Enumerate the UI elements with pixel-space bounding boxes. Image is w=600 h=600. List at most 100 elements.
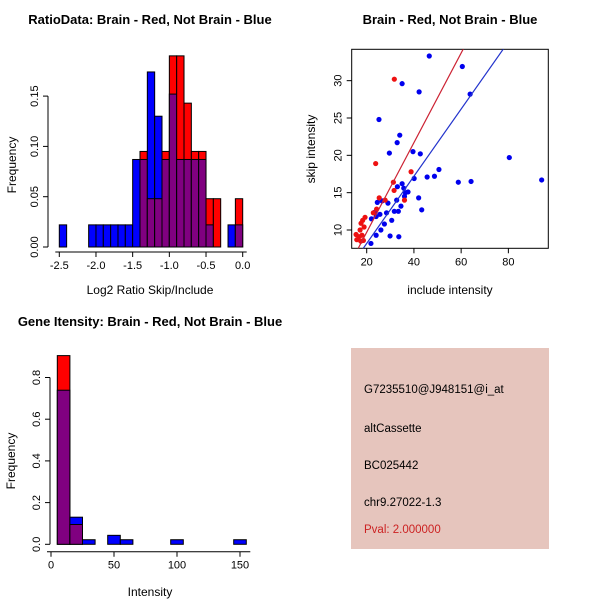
- scatter-point-notbrain: [405, 189, 411, 195]
- histogram-bar-overlap: [161, 158, 170, 248]
- histogram-bar-overlap: [190, 158, 200, 248]
- histogram-bar: [227, 224, 236, 248]
- scatter-point-notbrain: [455, 179, 461, 185]
- scatter-point-notbrain: [416, 89, 422, 95]
- x-tick-label: -1.0: [160, 260, 179, 272]
- scatter-point-notbrain: [506, 154, 512, 161]
- ratio-hist-title: RatioData: Brain - Red, Not Brain - Blue: [28, 12, 272, 27]
- y-tick-label: 30: [333, 75, 345, 87]
- x-tick-label: 60: [455, 256, 467, 268]
- histogram-bar-overlap: [69, 523, 84, 545]
- scatter-point-notbrain: [373, 232, 379, 238]
- histogram-bar: [110, 224, 119, 248]
- histogram-bar-overlap: [139, 158, 148, 248]
- panel-gene-info: G7235510@J948151@i_at altCassette BC0254…: [300, 300, 600, 600]
- scatter-point-notbrain: [377, 211, 383, 217]
- scatter-point-notbrain: [394, 184, 400, 190]
- scatter-point-notbrain: [399, 81, 405, 87]
- x-tick-label: -1.5: [123, 260, 142, 272]
- scatter-point-notbrain: [395, 208, 401, 214]
- histogram-bar-overlap: [56, 389, 71, 545]
- histogram-bar: [88, 224, 97, 248]
- notbrain-fit-line: [362, 49, 504, 249]
- scatter-point-notbrain: [381, 221, 388, 227]
- scatter-point-brain: [358, 220, 364, 226]
- info-accession: BC025442: [364, 460, 419, 472]
- histogram-bar-overlap: [234, 224, 244, 248]
- scatter-point-brain: [370, 210, 376, 216]
- scatter-point-brain: [391, 76, 397, 82]
- scatter-point-notbrain: [468, 178, 474, 185]
- info-probe-id: G7235510@J948151@i_at: [364, 384, 504, 396]
- x-tick-label: -0.5: [197, 260, 216, 272]
- x-tick-label: 150: [231, 560, 249, 572]
- intensity-scatter-plot: 20 40 60 80 10 15 20 25 30: [333, 48, 549, 268]
- scatter-point-brain: [376, 195, 382, 201]
- ratio-hist-ylabel: Frequency: [5, 136, 19, 194]
- histogram-bar-overlap: [176, 158, 185, 248]
- histogram-bar: [124, 224, 134, 248]
- scatter-point-notbrain: [416, 195, 422, 201]
- scatter-point-notbrain: [389, 217, 395, 223]
- x-tick-label: 0.0: [235, 260, 250, 272]
- scatter-point-notbrain: [387, 233, 393, 239]
- y-tick-label: 0.10: [29, 136, 41, 157]
- y-tick-label: 0.15: [29, 85, 41, 106]
- histogram-bar: [95, 224, 104, 248]
- histogram-bar: [132, 158, 141, 248]
- scatter-point-brain: [361, 224, 367, 230]
- histogram-bar-overlap: [154, 198, 163, 248]
- scatter-point-brain: [401, 197, 408, 203]
- histogram-bar-overlap: [205, 224, 214, 248]
- scatter-point-brain: [391, 187, 397, 194]
- scatter-point-notbrain: [426, 53, 432, 59]
- histogram-bar: [82, 539, 96, 545]
- scatter-point-notbrain: [386, 150, 392, 156]
- histogram-bar: [170, 539, 184, 545]
- histogram-bar: [119, 539, 134, 545]
- brain-fit-line: [357, 49, 464, 249]
- y-tick-label: 15: [333, 187, 345, 199]
- histogram-bar-overlap: [183, 158, 192, 248]
- scatter-point-brain: [354, 237, 360, 243]
- y-tick-label: 10: [333, 224, 345, 236]
- scatter-point-notbrain: [391, 208, 397, 214]
- ratio-hist-xlabel: Log2 Ratio Skip/Include: [86, 283, 214, 297]
- x-tick-label: 20: [361, 256, 373, 268]
- scatter-point-notbrain: [417, 151, 423, 157]
- panel-gene-histogram: Gene Itensity: Brain - Red, Not Brain - …: [0, 300, 300, 600]
- scatter-point-brain: [359, 232, 365, 238]
- scatter-point-notbrain: [401, 193, 408, 199]
- scatter-point-notbrain: [399, 181, 405, 187]
- y-tick-label: 0.8: [31, 370, 43, 385]
- x-tick-label: 40: [408, 256, 420, 268]
- histogram-bar: [233, 539, 247, 545]
- scatter-point-notbrain: [431, 173, 438, 179]
- scatter-point-notbrain: [376, 116, 382, 123]
- gene-hist-xlabel: Intensity: [127, 585, 173, 599]
- histogram-bar: [107, 534, 121, 545]
- y-tick-label: 25: [333, 112, 345, 124]
- histogram-bar-overlap: [146, 198, 156, 248]
- scatter-xlabel: include intensity: [407, 283, 493, 297]
- x-tick-label: 50: [108, 560, 120, 572]
- scatter-ylabel: skip intensity: [304, 114, 318, 184]
- scatter-point-notbrain: [410, 148, 416, 155]
- histogram-bar: [212, 198, 222, 248]
- info-event-type: altCassette: [364, 423, 422, 435]
- histogram-bar: [58, 224, 68, 248]
- panel-intensity-scatter: Brain - Red, Not Brain - Blue 20 40 60 80 10…: [300, 0, 600, 300]
- info-locus: chr9.27022-1.3: [364, 497, 442, 509]
- scatter-point-brain: [373, 160, 379, 167]
- y-tick-label: 0.4: [31, 453, 43, 468]
- gene-hist-ylabel: Frequency: [4, 432, 18, 490]
- scatter-point-notbrain: [436, 166, 442, 173]
- histogram-bar-overlap: [198, 158, 207, 248]
- y-tick-label: 0.2: [31, 495, 43, 510]
- gene-histogram-plot: 0 50 100 150 0.0 0.2 0.4 0.6 0.8: [31, 355, 251, 572]
- scatter-point-notbrain: [378, 227, 384, 233]
- scatter-point-notbrain: [539, 177, 545, 183]
- scatter-point-notbrain: [397, 132, 403, 138]
- scatter-point-notbrain: [424, 174, 430, 180]
